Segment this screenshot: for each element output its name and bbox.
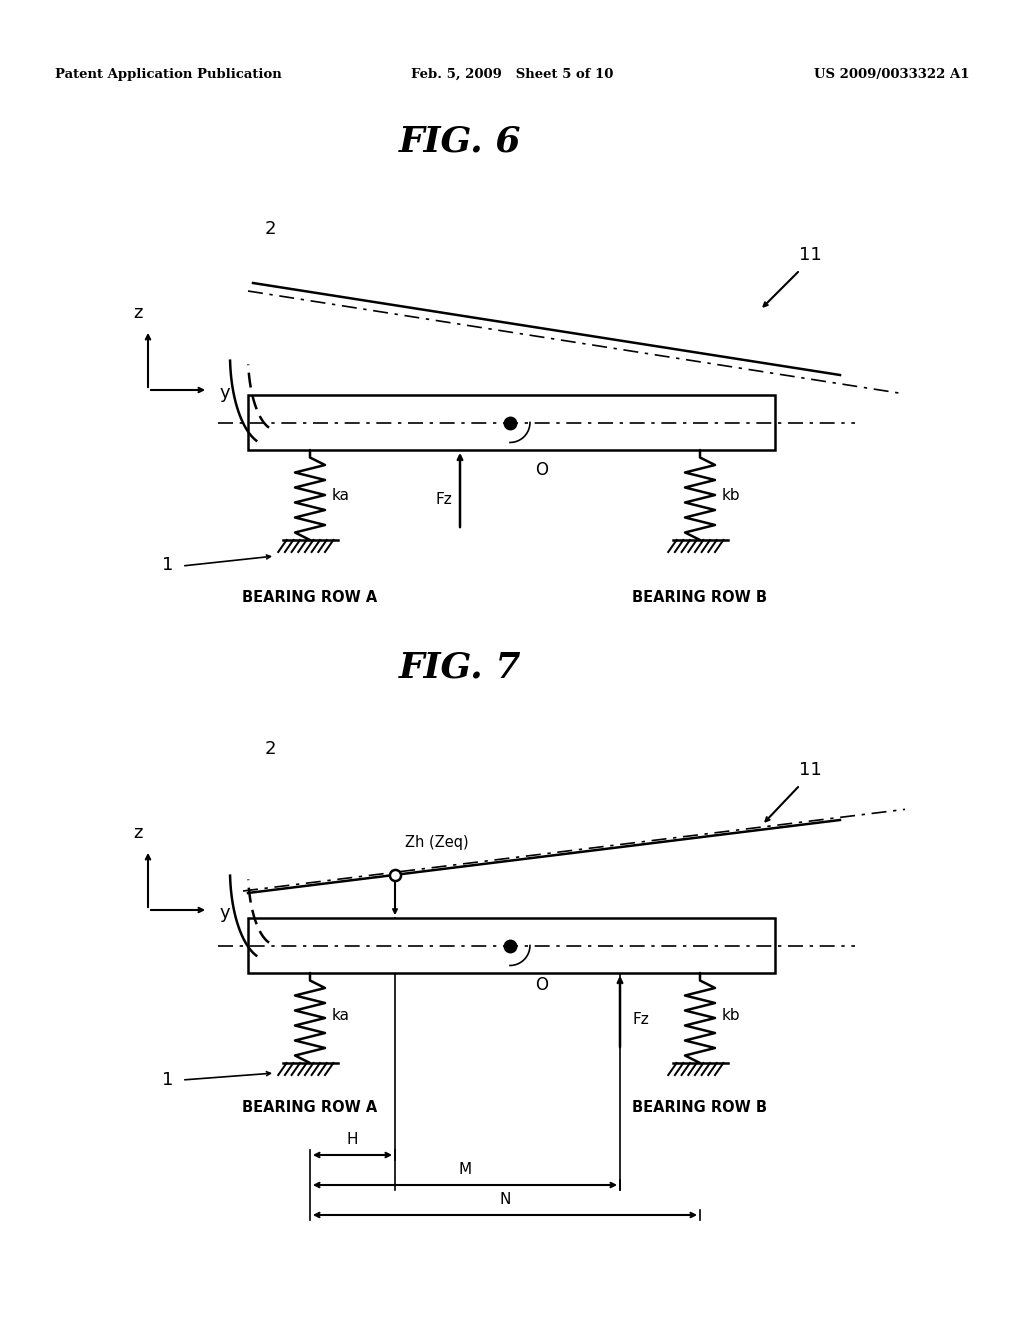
Text: 2: 2 bbox=[264, 220, 275, 238]
Bar bbox=[248, 917, 775, 973]
Text: BEARING ROW B: BEARING ROW B bbox=[633, 590, 768, 605]
Text: kb: kb bbox=[722, 1007, 740, 1023]
Text: 11: 11 bbox=[799, 246, 821, 264]
Text: y: y bbox=[220, 904, 230, 921]
Bar bbox=[248, 395, 775, 450]
Text: 2: 2 bbox=[264, 741, 275, 758]
Text: Feb. 5, 2009   Sheet 5 of 10: Feb. 5, 2009 Sheet 5 of 10 bbox=[411, 69, 613, 81]
Text: Fz: Fz bbox=[435, 492, 452, 507]
Text: ka: ka bbox=[332, 1007, 350, 1023]
Text: Zh (Zeq): Zh (Zeq) bbox=[406, 834, 469, 850]
Text: H: H bbox=[347, 1133, 358, 1147]
Text: M: M bbox=[459, 1162, 472, 1177]
Text: BEARING ROW B: BEARING ROW B bbox=[633, 1100, 768, 1115]
Text: 1: 1 bbox=[163, 1071, 174, 1089]
Text: FIG. 7: FIG. 7 bbox=[398, 649, 521, 684]
Text: BEARING ROW A: BEARING ROW A bbox=[243, 590, 378, 605]
Text: y: y bbox=[220, 384, 230, 403]
Text: z: z bbox=[133, 304, 142, 322]
Text: kb: kb bbox=[722, 487, 740, 503]
Text: Patent Application Publication: Patent Application Publication bbox=[55, 69, 282, 81]
Text: FIG. 6: FIG. 6 bbox=[398, 125, 521, 158]
Text: US 2009/0033322 A1: US 2009/0033322 A1 bbox=[814, 69, 970, 81]
Text: O: O bbox=[535, 975, 548, 994]
Text: z: z bbox=[133, 824, 142, 842]
Text: ka: ka bbox=[332, 487, 350, 503]
Text: N: N bbox=[500, 1192, 511, 1206]
Text: 11: 11 bbox=[799, 762, 821, 779]
Text: 1: 1 bbox=[163, 556, 174, 574]
Text: O: O bbox=[535, 461, 548, 479]
Text: BEARING ROW A: BEARING ROW A bbox=[243, 1100, 378, 1115]
Text: Fz: Fz bbox=[632, 1012, 649, 1027]
